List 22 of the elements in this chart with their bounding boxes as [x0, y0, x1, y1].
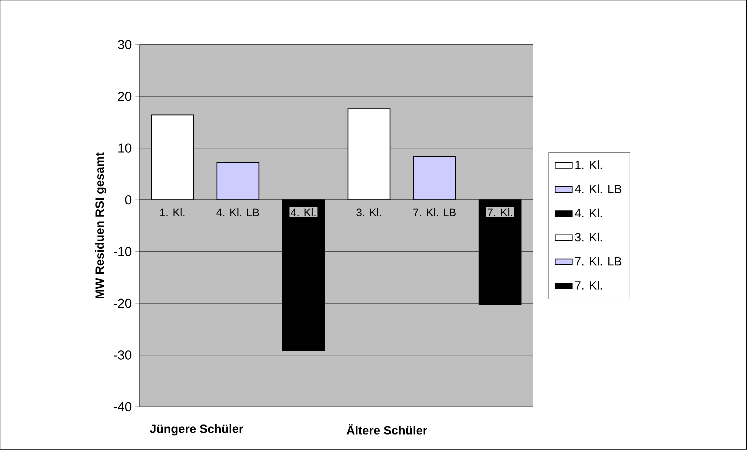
y-tick-label: 20: [118, 92, 132, 102]
y-tick-label: 0: [125, 196, 132, 205]
y-tick-label: 30: [118, 40, 132, 50]
y-tick-label: -20: [114, 299, 132, 308]
y-axis-title: MW Residuen RSI gesamt: [95, 152, 107, 299]
legend-label: 3. Kl.: [575, 232, 602, 242]
x-tick-label: 4. Kl. LB: [216, 208, 260, 217]
y-tick-label: 10: [118, 144, 132, 153]
text: Ältere Schüler: [346, 424, 428, 435]
text: Jüngere Schüler: [150, 424, 244, 436]
y-tick-label: -40: [114, 402, 132, 412]
x-tick-label: 4. Kl.: [290, 208, 316, 217]
x-tick-label: 3. Kl.: [356, 208, 382, 217]
x-tick-label: 7. Kl. LB: [414, 208, 456, 217]
legend-label: 4. Kl. LB: [575, 184, 622, 194]
legend-label: 7. Kl.: [575, 281, 602, 290]
y-tick-label: -30: [114, 350, 132, 360]
y-tick-label: -10: [114, 247, 132, 256]
x-tick-label: 7. Kl.: [488, 208, 512, 217]
legend-label: 7. Kl. LB: [575, 257, 622, 266]
x-tick-label: 1. Kl.: [160, 208, 185, 217]
legend-label: 1. Kl.: [576, 160, 602, 170]
